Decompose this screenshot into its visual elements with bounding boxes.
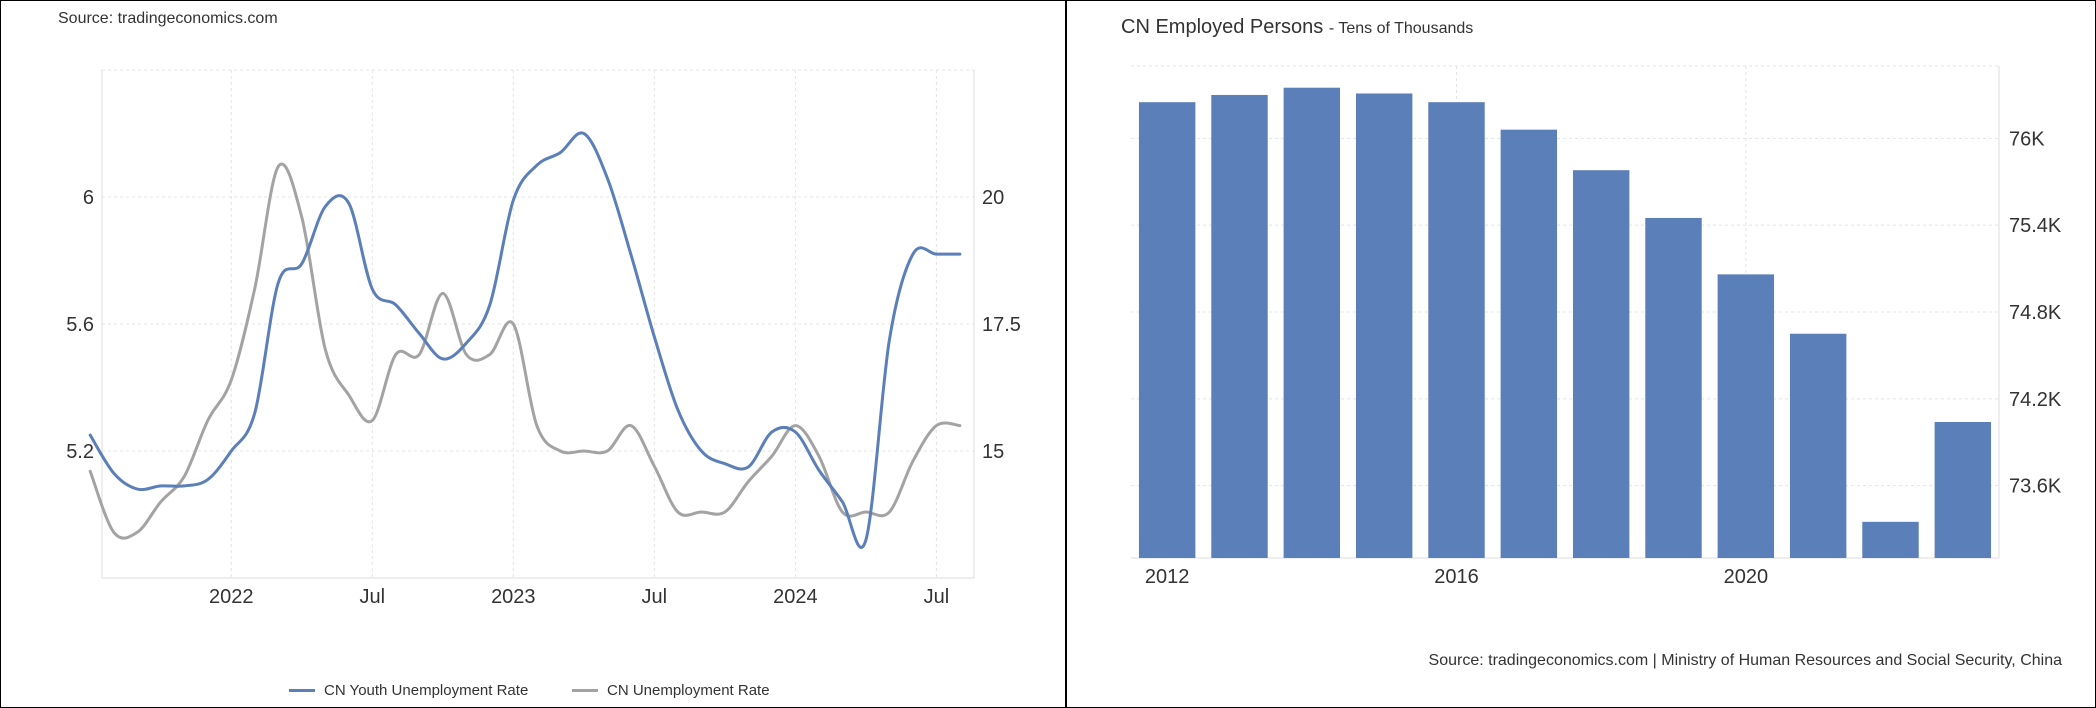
y-tick-label: 74.8K [2009,302,2062,324]
chart-series [88,131,962,549]
source-label: Source: tradingeconomics.com | Ministry … [1428,652,2062,669]
legend-swatch-unemployment [572,689,598,692]
left-axis-tick-label: 6 [83,187,94,209]
x-axis-ticks: 2022 Jul 2023 Jul 2024 Jul [209,586,949,608]
legend-swatch-youth [289,689,315,692]
y-tick-label: 76K [2009,128,2045,150]
legend-item-youth-unemployment[interactable]: CN Youth Unemployment Rate [289,682,528,699]
unemployment-line-chart: 2022 Jul 2023 Jul 2024 Jul 6 5.6 5.2 20 17.5 15 [66,69,1021,608]
x-tick-label: 2016 [1434,566,1479,588]
left-chart-panel: Source: tradingeconomics.com 2022 Jul 2023… [58,10,1021,699]
bar [1934,421,1992,558]
source-label: Source: tradingeconomics.com [58,10,278,27]
bar [1211,94,1268,559]
x-tick-label: Jul [924,586,950,608]
x-tick-label: Jul [360,586,386,608]
x-axis-ticks: 2012 2016 2020 [1145,566,1768,588]
legend-label-unemployment: CN Unemployment Rate [607,682,770,699]
right-chart-panel: CN Employed Persons - Tens of Thousands … [1067,0,2096,708]
chart-subtitle: - Tens of Thousands [1328,20,1474,37]
left-axis-tick-label: 5.2 [66,441,94,463]
bar [1717,274,1775,558]
bar [1138,102,1196,559]
chart-grid [101,69,975,579]
series-line-youth-unemployment [88,131,962,549]
legend-item-unemployment[interactable]: CN Unemployment Rate [572,682,770,699]
y-tick-label: 73.6K [2009,476,2062,498]
employed-persons-bar-chart: 2012 2016 2020 76K 75.4K 74.8K 74.2K 73.6K [1131,65,2062,588]
x-tick-label: 2012 [1145,566,1190,588]
chart-title-text: CN Employed Persons [1121,16,1324,38]
x-tick-label: 2020 [1724,566,1769,588]
bar [1428,102,1485,559]
x-tick-label: Jul [642,586,668,608]
left-axis-tick-label: 5.6 [66,314,94,336]
bar [1283,87,1341,559]
right-axis-tick-label: 20 [982,187,1004,209]
bar [1645,217,1702,559]
y-axis-ticks: 76K 75.4K 74.8K 74.2K 73.6K [2009,128,2062,497]
y-tick-label: 74.2K [2009,389,2062,411]
panel-divider [1065,0,1067,708]
bar [1789,333,1847,558]
bar [1500,129,1558,558]
series-line-unemployment [88,162,962,540]
left-axis-ticks: 6 5.6 5.2 [66,187,94,463]
legend-label-youth: CN Youth Unemployment Rate [324,682,529,699]
bar [1355,93,1413,559]
bar [1572,170,1630,558]
y-tick-label: 75.4K [2009,215,2062,237]
x-tick-label: 2022 [209,586,254,608]
right-axis-tick-label: 15 [982,441,1004,463]
right-axis-tick-label: 17.5 [982,314,1021,336]
right-axis-ticks: 20 17.5 15 [982,187,1021,463]
chart-bars [1138,87,1992,559]
x-tick-label: 2023 [491,586,536,608]
x-tick-label: 2024 [773,586,818,608]
chart-title: CN Employed Persons - Tens of Thousands [1121,16,1473,39]
bar [1862,521,1919,558]
